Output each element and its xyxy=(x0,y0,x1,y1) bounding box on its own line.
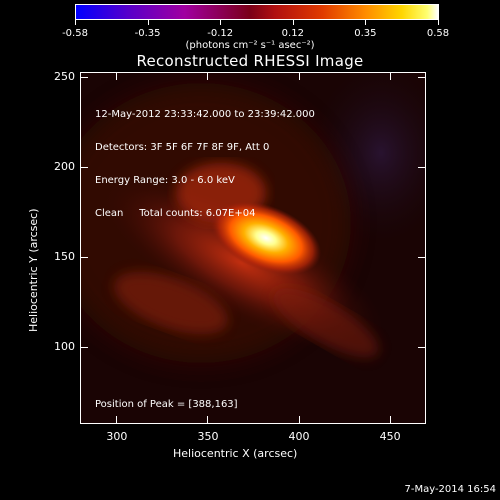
info-time-range: 12-May-2012 23:33:42.000 to 23:39:42.000 xyxy=(95,109,315,120)
colorbar-tick-label: -0.35 xyxy=(134,28,161,39)
source-core xyxy=(210,201,322,275)
y-tick-mark xyxy=(80,256,88,258)
info-detectors: Detectors: 3F 5F 6F 7F 8F 9F, Att 0 xyxy=(95,142,270,153)
emission-streak xyxy=(273,288,379,358)
colorbar-tick-mark xyxy=(75,20,76,25)
x-tick-mark-top xyxy=(298,72,300,80)
colorbar-tick-label: 0.35 xyxy=(354,28,377,39)
info-clean-counts: Clean Total counts: 6.07E+04 xyxy=(95,208,256,219)
y-tick-mark-right xyxy=(418,346,426,348)
colorbar-tick-mark xyxy=(365,20,367,25)
x-tick-mark xyxy=(207,416,209,424)
info-energy-range: Energy Range: 3.0 - 6.0 keV xyxy=(95,175,235,186)
x-tick-mark xyxy=(116,416,118,424)
y-tick-mark-right xyxy=(418,167,426,169)
timestamp: 7-May-2014 16:54 xyxy=(404,484,496,495)
colorbar-units: (photons cm⁻² s⁻¹ asec⁻²) xyxy=(185,40,315,51)
y-tick-label: 100 xyxy=(54,339,75,353)
y-tick-label: 250 xyxy=(54,70,75,84)
colorbar-tick-label: -0.12 xyxy=(207,28,234,39)
colorbar-tick-mark xyxy=(438,20,439,25)
y-tick-mark-right xyxy=(418,77,426,79)
x-tick-label: 300 xyxy=(106,430,128,443)
y-axis-label: Heliocentric Y (arcsec) xyxy=(27,208,40,332)
y-tick-mark xyxy=(80,167,88,169)
x-tick-mark xyxy=(389,416,391,424)
colorbar-tick-label: 0.12 xyxy=(281,28,304,39)
colorbar xyxy=(75,4,439,20)
plot-title: Reconstructed RHESSI Image xyxy=(136,52,364,70)
peak-position-label: Position of Peak = [388,163] xyxy=(95,399,238,410)
x-tick-mark-top xyxy=(207,72,209,80)
y-tick-label: 150 xyxy=(54,249,75,263)
colorbar-tick-label: 0.58 xyxy=(426,28,450,39)
colorbar-tick-mark xyxy=(147,20,149,25)
x-tick-label: 450 xyxy=(379,430,401,443)
colorbar-tick-mark xyxy=(220,20,222,25)
x-tick-mark xyxy=(298,416,300,424)
y-tick-label: 200 xyxy=(54,160,75,174)
rhessi-image: 12-May-2012 23:33:42.000 to 23:39:42.000… xyxy=(80,72,426,424)
colorbar-tick-mark xyxy=(292,20,294,25)
x-tick-mark-top xyxy=(116,72,118,80)
rhessi-image-svg xyxy=(81,73,425,423)
y-tick-mark xyxy=(80,346,88,348)
colorbar-tick-label: -0.58 xyxy=(62,28,88,39)
x-tick-label: 400 xyxy=(288,430,310,443)
x-tick-label: 350 xyxy=(197,430,219,443)
x-axis-label: Heliocentric X (arcsec) xyxy=(173,447,298,460)
emission-blob-lower xyxy=(113,271,229,335)
y-tick-mark-right xyxy=(418,256,426,258)
y-tick-mark xyxy=(80,77,88,79)
observation-info: 12-May-2012 23:33:42.000 to 23:39:42.000… xyxy=(95,87,315,241)
x-tick-mark-top xyxy=(389,72,391,80)
